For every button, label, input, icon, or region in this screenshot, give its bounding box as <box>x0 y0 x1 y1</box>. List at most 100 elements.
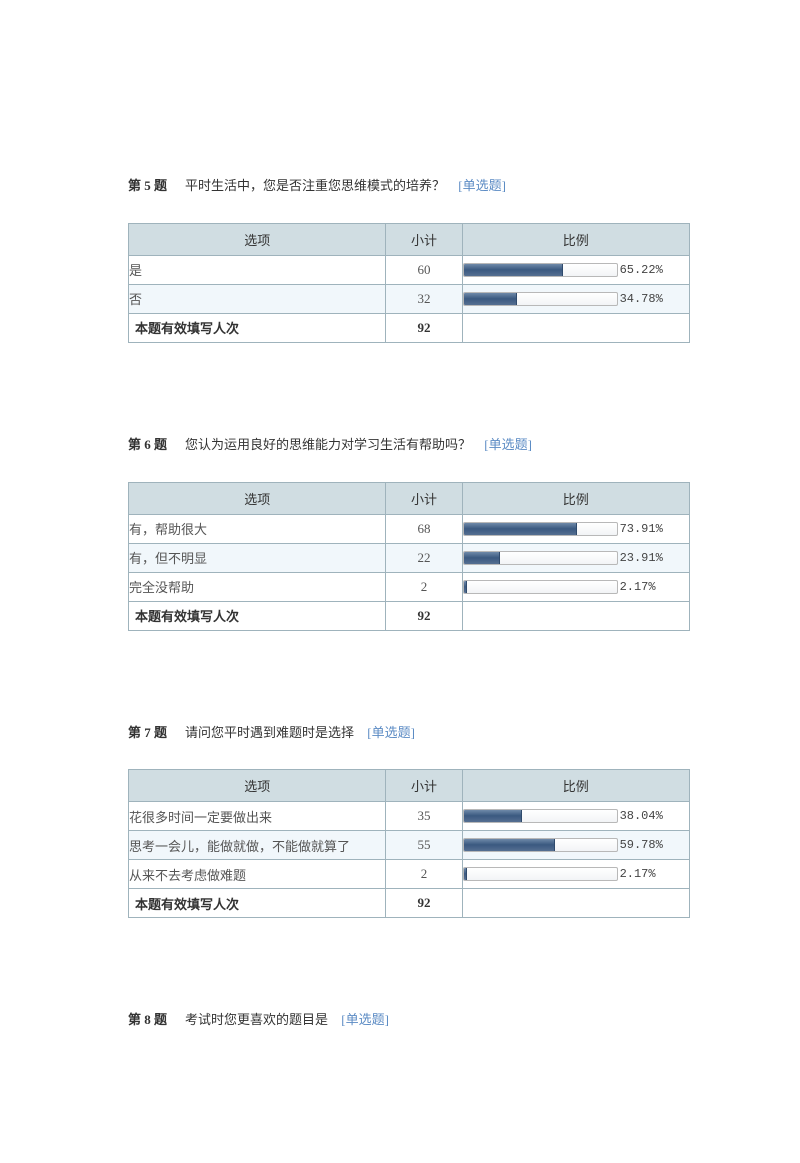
count-cell: 2 <box>386 860 462 889</box>
bar-fill <box>464 293 517 305</box>
table-row: 是60 65.22% <box>129 255 690 284</box>
bar-wrap: 73.91% <box>463 515 689 543</box>
total-row: 本题有效填写人次92 <box>129 889 690 918</box>
bar-track <box>463 838 618 852</box>
total-empty <box>462 601 689 630</box>
option-cell: 思考一会儿，能做就做，不能做就算了 <box>129 831 386 860</box>
column-header-count: 小计 <box>386 223 462 255</box>
question-block: 第 6 题 您认为运用良好的思维能力对学习生活有帮助吗？ [单选题] 选项小计比例有… <box>128 435 690 631</box>
survey-page: 第 5 题平时生活中，您是否注重您思维模式的培养？ [单选题]选项小计比例是60… <box>0 0 800 1163</box>
bar-track <box>463 551 618 565</box>
option-cell: 完全没帮助 <box>129 572 386 601</box>
question-number: 第 7 题 <box>128 725 167 740</box>
question-type-tag: [单选题] <box>367 725 415 740</box>
bar-track <box>463 580 618 594</box>
percent-label: 2.17% <box>620 580 656 594</box>
percent-label: 73.91% <box>620 522 663 536</box>
bar-wrap: 2.17% <box>463 860 689 888</box>
question-text: 请问您平时遇到难题时是选择 <box>185 725 354 740</box>
bar-fill <box>464 552 501 564</box>
column-header-ratio: 比例 <box>462 223 689 255</box>
bar-wrap: 2.17% <box>463 573 689 601</box>
bar-wrap: 59.78% <box>463 831 689 859</box>
bar-track <box>463 809 618 823</box>
percent-label: 59.78% <box>620 838 663 852</box>
option-cell: 是 <box>129 255 386 284</box>
bar-track <box>463 867 618 881</box>
total-row: 本题有效填写人次92 <box>129 313 690 342</box>
option-cell: 有，帮助很大 <box>129 514 386 543</box>
question-title: 第 8 题 考试时您更喜欢的题目是 [单选题] <box>128 1010 690 1031</box>
count-cell: 60 <box>386 255 462 284</box>
option-cell: 花很多时间一定要做出来 <box>129 802 386 831</box>
question-text: 平时生活中，您是否注重您思维模式的培养？ <box>185 178 445 193</box>
count-cell: 35 <box>386 802 462 831</box>
question-type-tag: [单选题] <box>484 437 532 452</box>
percent-label: 23.91% <box>620 551 663 565</box>
count-cell: 32 <box>386 284 462 313</box>
table-row: 有，但不明显2223.91% <box>129 543 690 572</box>
table-row: 花很多时间一定要做出来35 38.04% <box>129 802 690 831</box>
question-number: 第 6 题 <box>128 437 167 452</box>
question-type-tag: [单选题] <box>458 178 506 193</box>
column-header-ratio: 比例 <box>462 482 689 514</box>
questions-container: 第 5 题平时生活中，您是否注重您思维模式的培养？ [单选题]选项小计比例是60… <box>128 176 690 1031</box>
question-title: 第 6 题 您认为运用良好的思维能力对学习生活有帮助吗？ [单选题] <box>128 435 690 456</box>
question-text: 考试时您更喜欢的题目是 <box>185 1012 328 1027</box>
total-empty <box>462 889 689 918</box>
question-block: 第 8 题 考试时您更喜欢的题目是 [单选题] <box>128 1010 690 1031</box>
count-cell: 2 <box>386 572 462 601</box>
table-row: 从来不去考虑做难题2 2.17% <box>129 860 690 889</box>
question-title: 第 7 题 请问您平时遇到难题时是选择 [单选题] <box>128 723 690 744</box>
column-header-ratio: 比例 <box>462 770 689 802</box>
percent-label: 34.78% <box>620 292 663 306</box>
bar-fill <box>464 264 564 276</box>
bar-wrap: 34.78% <box>463 285 689 313</box>
percent-label: 2.17% <box>620 867 656 881</box>
bar-wrap: 65.22% <box>463 256 689 284</box>
ratio-cell: 34.78% <box>462 284 689 313</box>
table-row: 否3234.78% <box>129 284 690 313</box>
question-block: 第 7 题请问您平时遇到难题时是选择 [单选题]选项小计比例花很多时间一定要做出… <box>128 723 690 919</box>
column-header-count: 小计 <box>386 482 462 514</box>
ratio-cell: 2.17% <box>462 572 689 601</box>
bar-fill <box>464 839 555 851</box>
ratio-cell: 23.91% <box>462 543 689 572</box>
column-header-option: 选项 <box>129 770 386 802</box>
bar-fill <box>464 810 522 822</box>
count-cell: 22 <box>386 543 462 572</box>
survey-table: 选项小计比例是6065.22%否3234.78%本题有效填写人次92 <box>128 223 690 343</box>
count-cell: 55 <box>386 831 462 860</box>
total-count: 92 <box>386 889 462 918</box>
total-count: 92 <box>386 313 462 342</box>
column-header-count: 小计 <box>386 770 462 802</box>
ratio-cell: 2.17% <box>462 860 689 889</box>
survey-table: 选项小计比例有，帮助很大6873.91%有，但不明显2223.91%完全没帮助2… <box>128 482 690 631</box>
column-header-option: 选项 <box>129 482 386 514</box>
question-text: 您认为运用良好的思维能力对学习生活有帮助吗？ <box>185 437 471 452</box>
question-block: 第 5 题平时生活中，您是否注重您思维模式的培养？ [单选题]选项小计比例是60… <box>128 176 690 343</box>
ratio-cell: 59.78% <box>462 831 689 860</box>
bar-track <box>463 263 618 277</box>
question-type-tag: [单选题] <box>341 1012 389 1027</box>
survey-table: 选项小计比例花很多时间一定要做出来35 38.04% 思考一会儿，能做就做，不能做就… <box>128 769 690 918</box>
bar-fill <box>464 581 467 593</box>
question-number: 第 8 题 <box>128 1012 167 1027</box>
bar-track <box>463 292 618 306</box>
bar-track <box>463 522 618 536</box>
ratio-cell: 73.91% <box>462 514 689 543</box>
percent-label: 65.22% <box>620 263 663 277</box>
question-number: 第 5 题 <box>128 178 167 193</box>
total-empty <box>462 313 689 342</box>
ratio-cell: 65.22% <box>462 255 689 284</box>
bar-wrap: 38.04% <box>463 802 689 830</box>
table-row: 思考一会儿，能做就做，不能做就算了55 59.78% <box>129 831 690 860</box>
option-cell: 从来不去考虑做难题 <box>129 860 386 889</box>
count-cell: 68 <box>386 514 462 543</box>
bar-fill <box>464 523 577 535</box>
ratio-cell: 38.04% <box>462 802 689 831</box>
bar-wrap: 23.91% <box>463 544 689 572</box>
total-label: 本题有效填写人次 <box>129 889 386 918</box>
total-label: 本题有效填写人次 <box>129 601 386 630</box>
percent-label: 38.04% <box>620 809 663 823</box>
